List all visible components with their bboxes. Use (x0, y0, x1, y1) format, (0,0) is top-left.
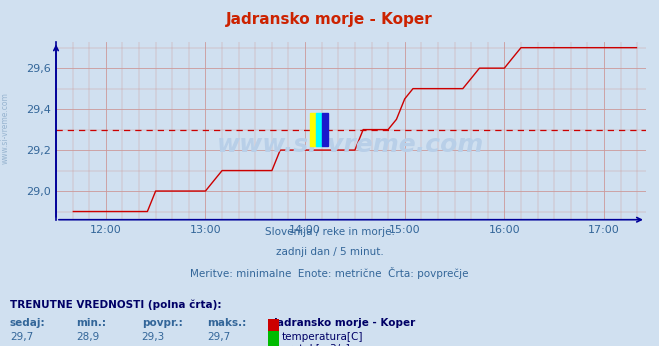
Text: Meritve: minimalne  Enote: metrične  Črta: povprečje: Meritve: minimalne Enote: metrične Črta:… (190, 267, 469, 279)
Text: Slovenija / reke in morje.: Slovenija / reke in morje. (264, 227, 395, 237)
Text: 29,3: 29,3 (142, 332, 165, 342)
Text: 28,9: 28,9 (76, 332, 99, 342)
Text: 29,7: 29,7 (208, 332, 231, 342)
Text: -nan: -nan (142, 344, 165, 346)
Text: www.si-vreme.com: www.si-vreme.com (217, 133, 484, 157)
Text: povpr.:: povpr.: (142, 318, 183, 328)
Bar (322, 113, 328, 146)
Text: zadnji dan / 5 minut.: zadnji dan / 5 minut. (275, 247, 384, 257)
Text: temperatura[C]: temperatura[C] (282, 332, 364, 342)
Text: -nan: -nan (76, 344, 99, 346)
Text: 29,7: 29,7 (10, 332, 33, 342)
Bar (316, 113, 322, 146)
Text: maks.:: maks.: (208, 318, 247, 328)
Bar (310, 113, 316, 146)
Text: Jadransko morje - Koper: Jadransko morje - Koper (273, 318, 416, 328)
Text: min.:: min.: (76, 318, 106, 328)
Text: -nan: -nan (10, 344, 33, 346)
Text: pretok[m3/s]: pretok[m3/s] (282, 344, 350, 346)
Text: -nan: -nan (208, 344, 231, 346)
Text: Jadransko morje - Koper: Jadransko morje - Koper (226, 12, 433, 27)
Text: TRENUTNE VREDNOSTI (polna črta):: TRENUTNE VREDNOSTI (polna črta): (10, 299, 221, 310)
Text: www.si-vreme.com: www.si-vreme.com (1, 92, 10, 164)
Text: sedaj:: sedaj: (10, 318, 45, 328)
